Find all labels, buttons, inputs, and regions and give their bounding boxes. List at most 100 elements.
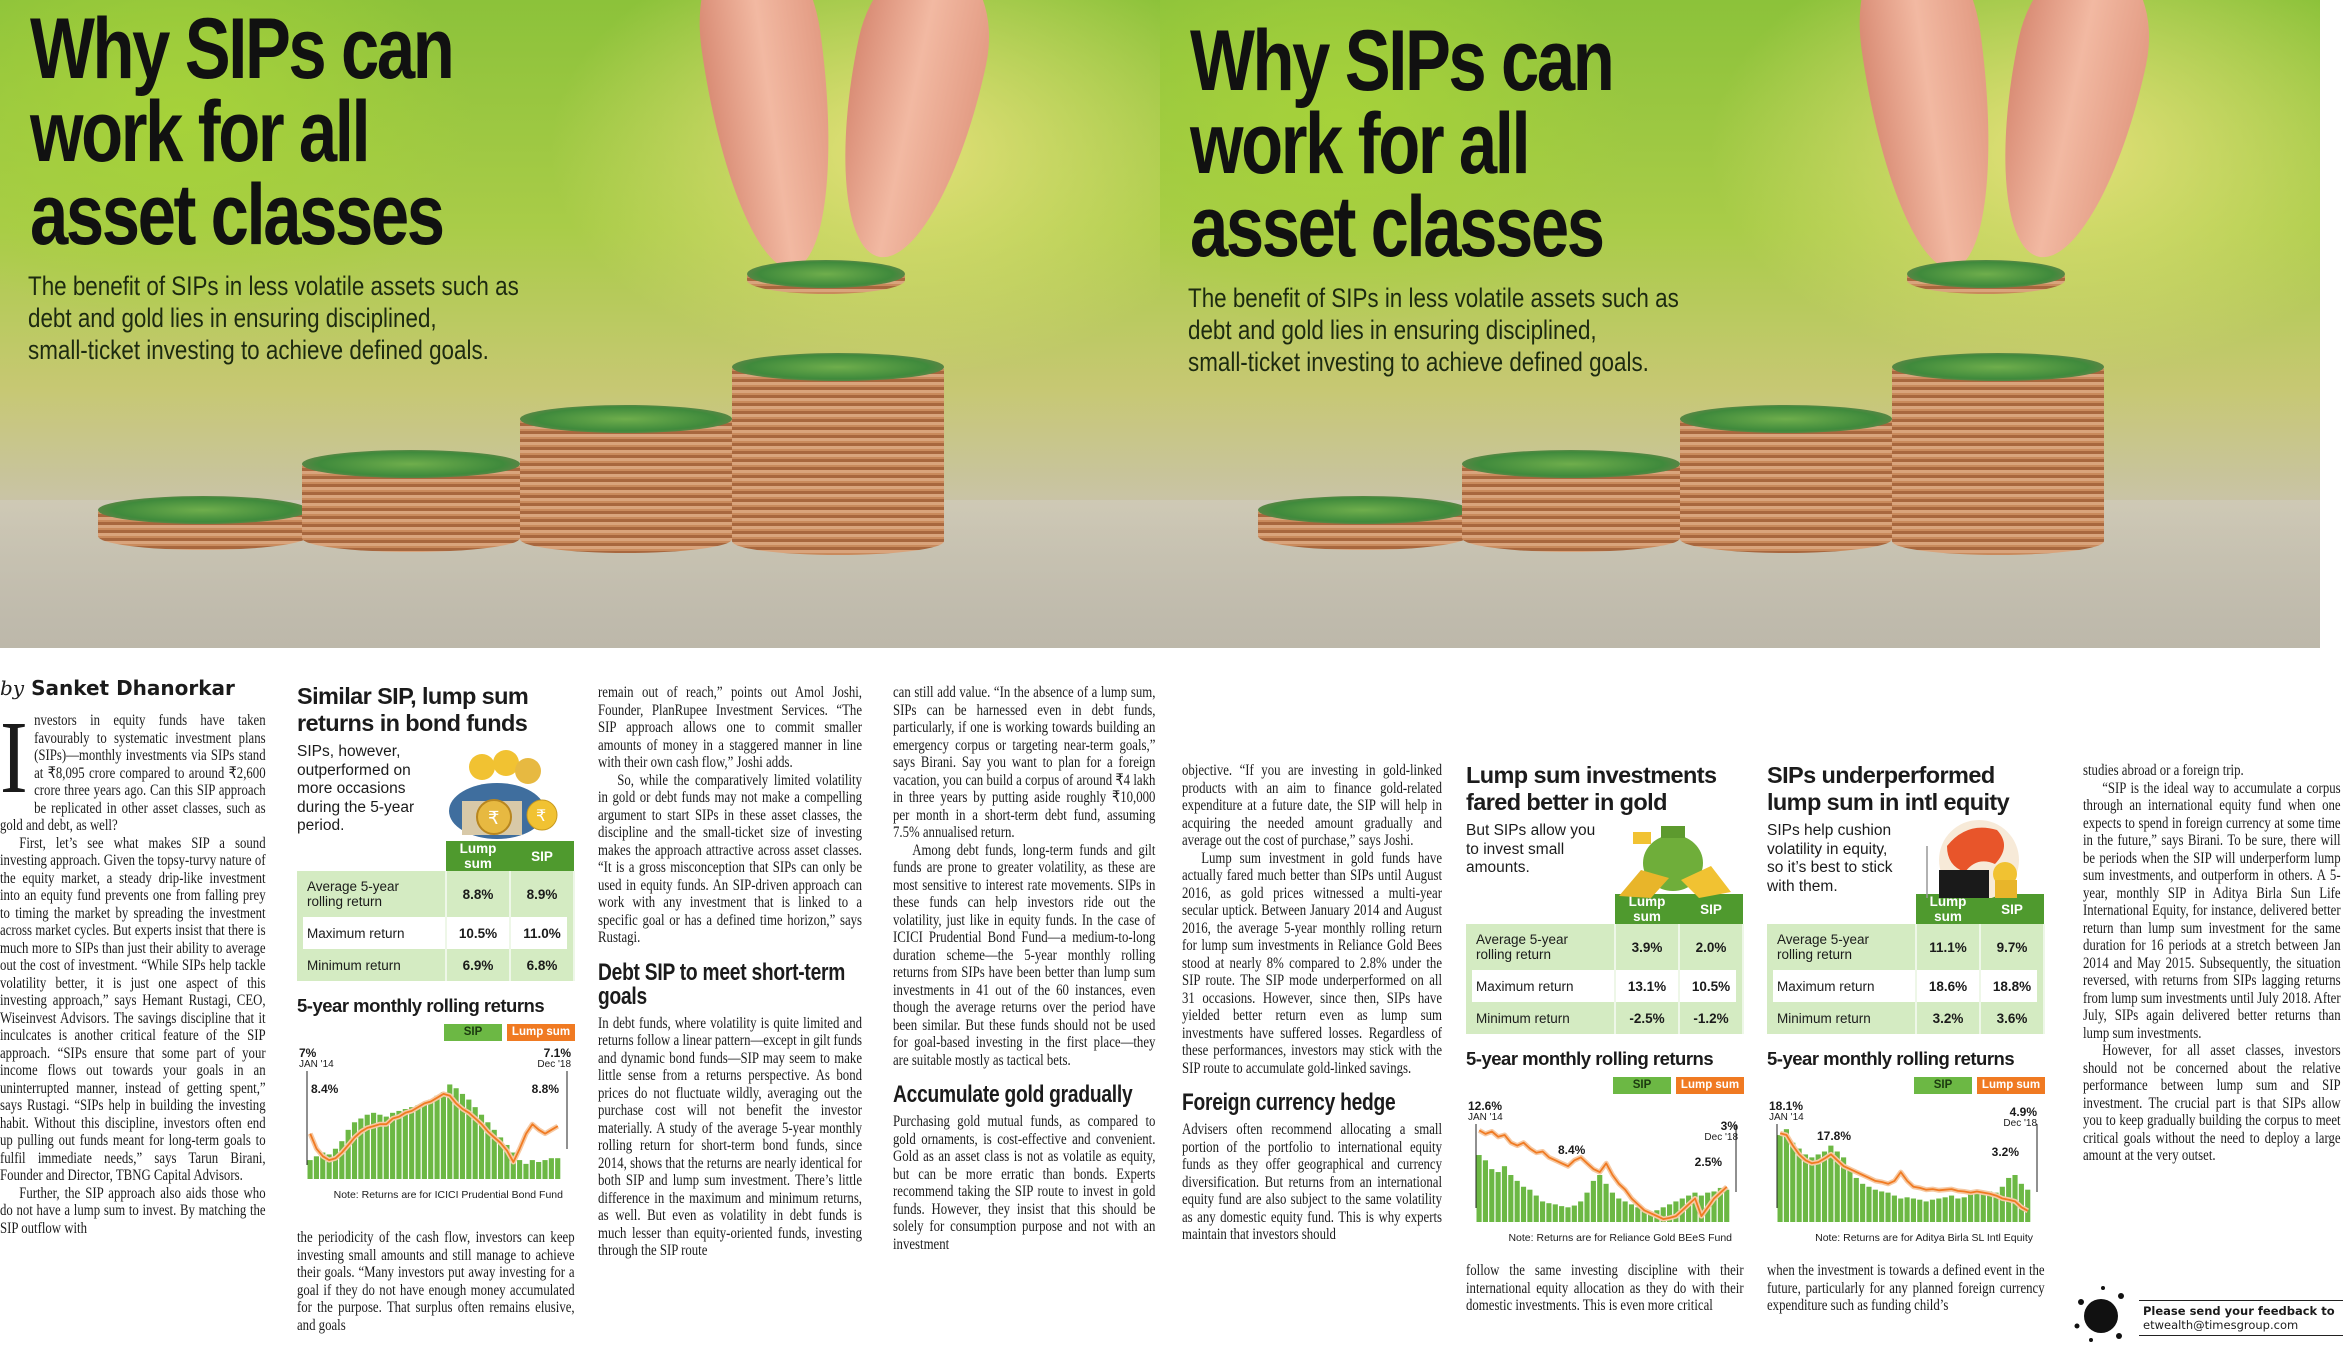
- annotation-date: Dec '18: [1704, 1132, 1738, 1143]
- row-label: Minimum return: [1466, 1002, 1616, 1034]
- headline-line: work for all: [1190, 96, 1531, 192]
- cell: 3.6%: [1980, 1002, 2045, 1034]
- standfirst-line: debt and gold lies in ensuring disciplin…: [28, 303, 437, 333]
- feedback-email-link[interactable]: etwealth@timesgroup.com: [2143, 1318, 2299, 1332]
- sip-bar: [1948, 1195, 1955, 1222]
- sip-bar: [415, 1105, 421, 1179]
- title-line: fared better in gold: [1466, 789, 1667, 815]
- coin-stack-3: [1680, 405, 1892, 553]
- article-column-8: studies abroad or a foreign trip. “SIP i…: [2083, 762, 2341, 1165]
- table-row: Maximum return 18.6% 18.8%: [1767, 970, 2045, 1002]
- sip-bar: [339, 1141, 345, 1179]
- sip-bar: [358, 1118, 364, 1179]
- feedback-text: Please send your feedback to etwealth@ti…: [2139, 1300, 2343, 1336]
- gold-infographic: Lump sum investments fared better in gold…: [1466, 762, 1744, 1315]
- infographic-title: Lump sum investments fared better in gold: [1466, 762, 1744, 816]
- finger-image: [1847, 0, 2013, 277]
- annotation-date: Dec '18: [2003, 1118, 2037, 1129]
- sip-bar: [1993, 1192, 1999, 1222]
- sip-bar: [1692, 1192, 1698, 1222]
- sip-bar: [517, 1160, 523, 1179]
- start-annotation: 18.1% JAN '14: [1769, 1100, 1804, 1124]
- sip-bar: [1552, 1204, 1558, 1222]
- sip-bar: [1501, 1166, 1508, 1222]
- sip-bar: [1476, 1155, 1482, 1222]
- sip-bar: [1866, 1186, 1872, 1222]
- sip-bar: [1936, 1198, 1942, 1222]
- cell: 13.1%: [1615, 970, 1680, 1002]
- end-annotation: 3% Dec '18: [1704, 1120, 1738, 1144]
- rolling-returns-chart: 7% JAN '14 8.4% 7.1% Dec '18 8.8%: [297, 1045, 575, 1185]
- section-heading: Accumulate gold gradually: [893, 1081, 1133, 1108]
- annotation-date: JAN '14: [299, 1059, 334, 1070]
- paragraph: remain out of reach,” points out Amol Jo…: [598, 684, 862, 771]
- headline-line: asset classes: [1190, 179, 1605, 275]
- sip-bar: [396, 1110, 402, 1179]
- sip-bar: [1622, 1201, 1628, 1222]
- coin-stack-2: [1462, 450, 1680, 552]
- hero-photo-left: Why SIPs can work for all asset classes …: [0, 0, 1160, 648]
- chart-note: Note: Returns are for ICICI Prudential B…: [333, 1189, 563, 1201]
- sip-bar: [1910, 1198, 1916, 1222]
- cell: 18.8%: [1980, 970, 2045, 1002]
- table-row: Minimum return 3.2% 3.6%: [1767, 1002, 2045, 1034]
- sip-bar: [1879, 1191, 1885, 1222]
- rolling-returns-chart: 12.6% JAN '14 8.4% 3% Dec '18 2.5%: [1466, 1098, 1744, 1228]
- paragraph: Purchasing gold mutual funds, as compare…: [893, 1113, 1156, 1253]
- sip-bar: [1853, 1177, 1859, 1222]
- paragraph-text: nvestors in equity funds have taken favo…: [0, 712, 266, 834]
- standfirst-line: small-ticket investing to achieve define…: [1188, 347, 1649, 377]
- standfirst-line: The benefit of SIPs in less volatile ass…: [28, 271, 519, 301]
- sip-bar: [491, 1129, 497, 1179]
- annotation-date: Dec '18: [537, 1059, 571, 1070]
- sip-bar: [1508, 1175, 1514, 1222]
- drop-cap: I: [0, 700, 28, 815]
- sip-bar: [1717, 1187, 1723, 1222]
- column-header: SIP: [1980, 894, 2044, 924]
- cell: 3.2%: [1916, 1002, 1981, 1034]
- thumb-image: [815, 0, 1005, 271]
- sip-bar: [1929, 1199, 1936, 1222]
- standfirst: The benefit of SIPs in less volatile ass…: [28, 270, 519, 366]
- sip-bar: [1980, 1192, 1986, 1222]
- sip-bar: [1673, 1201, 1679, 1222]
- article-column-4: can still add value. “In the absence of …: [893, 684, 1155, 1253]
- lump-sum-line: [1779, 1132, 2029, 1212]
- cell: 6.9%: [446, 949, 511, 981]
- annotation-value: 12.6%: [1468, 1099, 1503, 1113]
- chart-legend: SIP Lump sum: [1767, 1077, 2045, 1094]
- sip-bar: [1834, 1151, 1840, 1222]
- cell: 8.8%: [446, 871, 511, 917]
- sip-bar: [485, 1122, 491, 1179]
- sip-bar: [1482, 1160, 1488, 1222]
- chart-title: 5-year monthly rolling returns: [1466, 1048, 1714, 1069]
- annotation-value: 7.1%: [543, 1046, 571, 1060]
- sip-bar: [466, 1099, 472, 1179]
- standfirst: The benefit of SIPs in less volatile ass…: [1188, 282, 1679, 378]
- sip-bar: [1841, 1157, 1847, 1222]
- legend-lump-sum: Lump sum: [1977, 1077, 2045, 1094]
- row-label: Minimum return: [297, 949, 447, 981]
- sip-bar: [1711, 1191, 1717, 1222]
- infographic-subtitle-row: SIPs, however, outperformed on more occa…: [297, 737, 575, 841]
- finger-image: [687, 0, 853, 277]
- annotation-value: 7%: [299, 1046, 317, 1060]
- end-annotation: 7.1% Dec '18: [537, 1047, 571, 1071]
- annotation-value: 4.9%: [2009, 1105, 2037, 1119]
- annotation-date: JAN '14: [1468, 1112, 1503, 1123]
- sip-bar: [1647, 1211, 1654, 1222]
- paragraph: studies abroad or a foreign trip.: [2083, 762, 2244, 779]
- coin-stack-1: [1258, 496, 1468, 550]
- hero-photo-right: Why SIPs can work for all asset classes …: [1160, 0, 2320, 648]
- table-row: Average 5-year rolling return 11.1% 9.7%: [1767, 924, 2045, 970]
- sip-bar: [1660, 1207, 1666, 1222]
- article-column-5: objective. “If you are investing in gold…: [1182, 762, 1442, 1244]
- standfirst-line: The benefit of SIPs in less volatile ass…: [1188, 283, 1679, 313]
- sip-bar: [345, 1129, 351, 1179]
- sip-bar: [1904, 1197, 1910, 1222]
- coin-stack-4: [1892, 353, 2104, 555]
- sip-bar: [1821, 1151, 1828, 1222]
- start-annotation: 12.6% JAN '14: [1468, 1100, 1503, 1124]
- row-label: Minimum return: [1767, 1002, 1917, 1034]
- rolling-returns-chart: 18.1% JAN '14 17.8% 4.9% Dec '18 3.2%: [1767, 1098, 2045, 1228]
